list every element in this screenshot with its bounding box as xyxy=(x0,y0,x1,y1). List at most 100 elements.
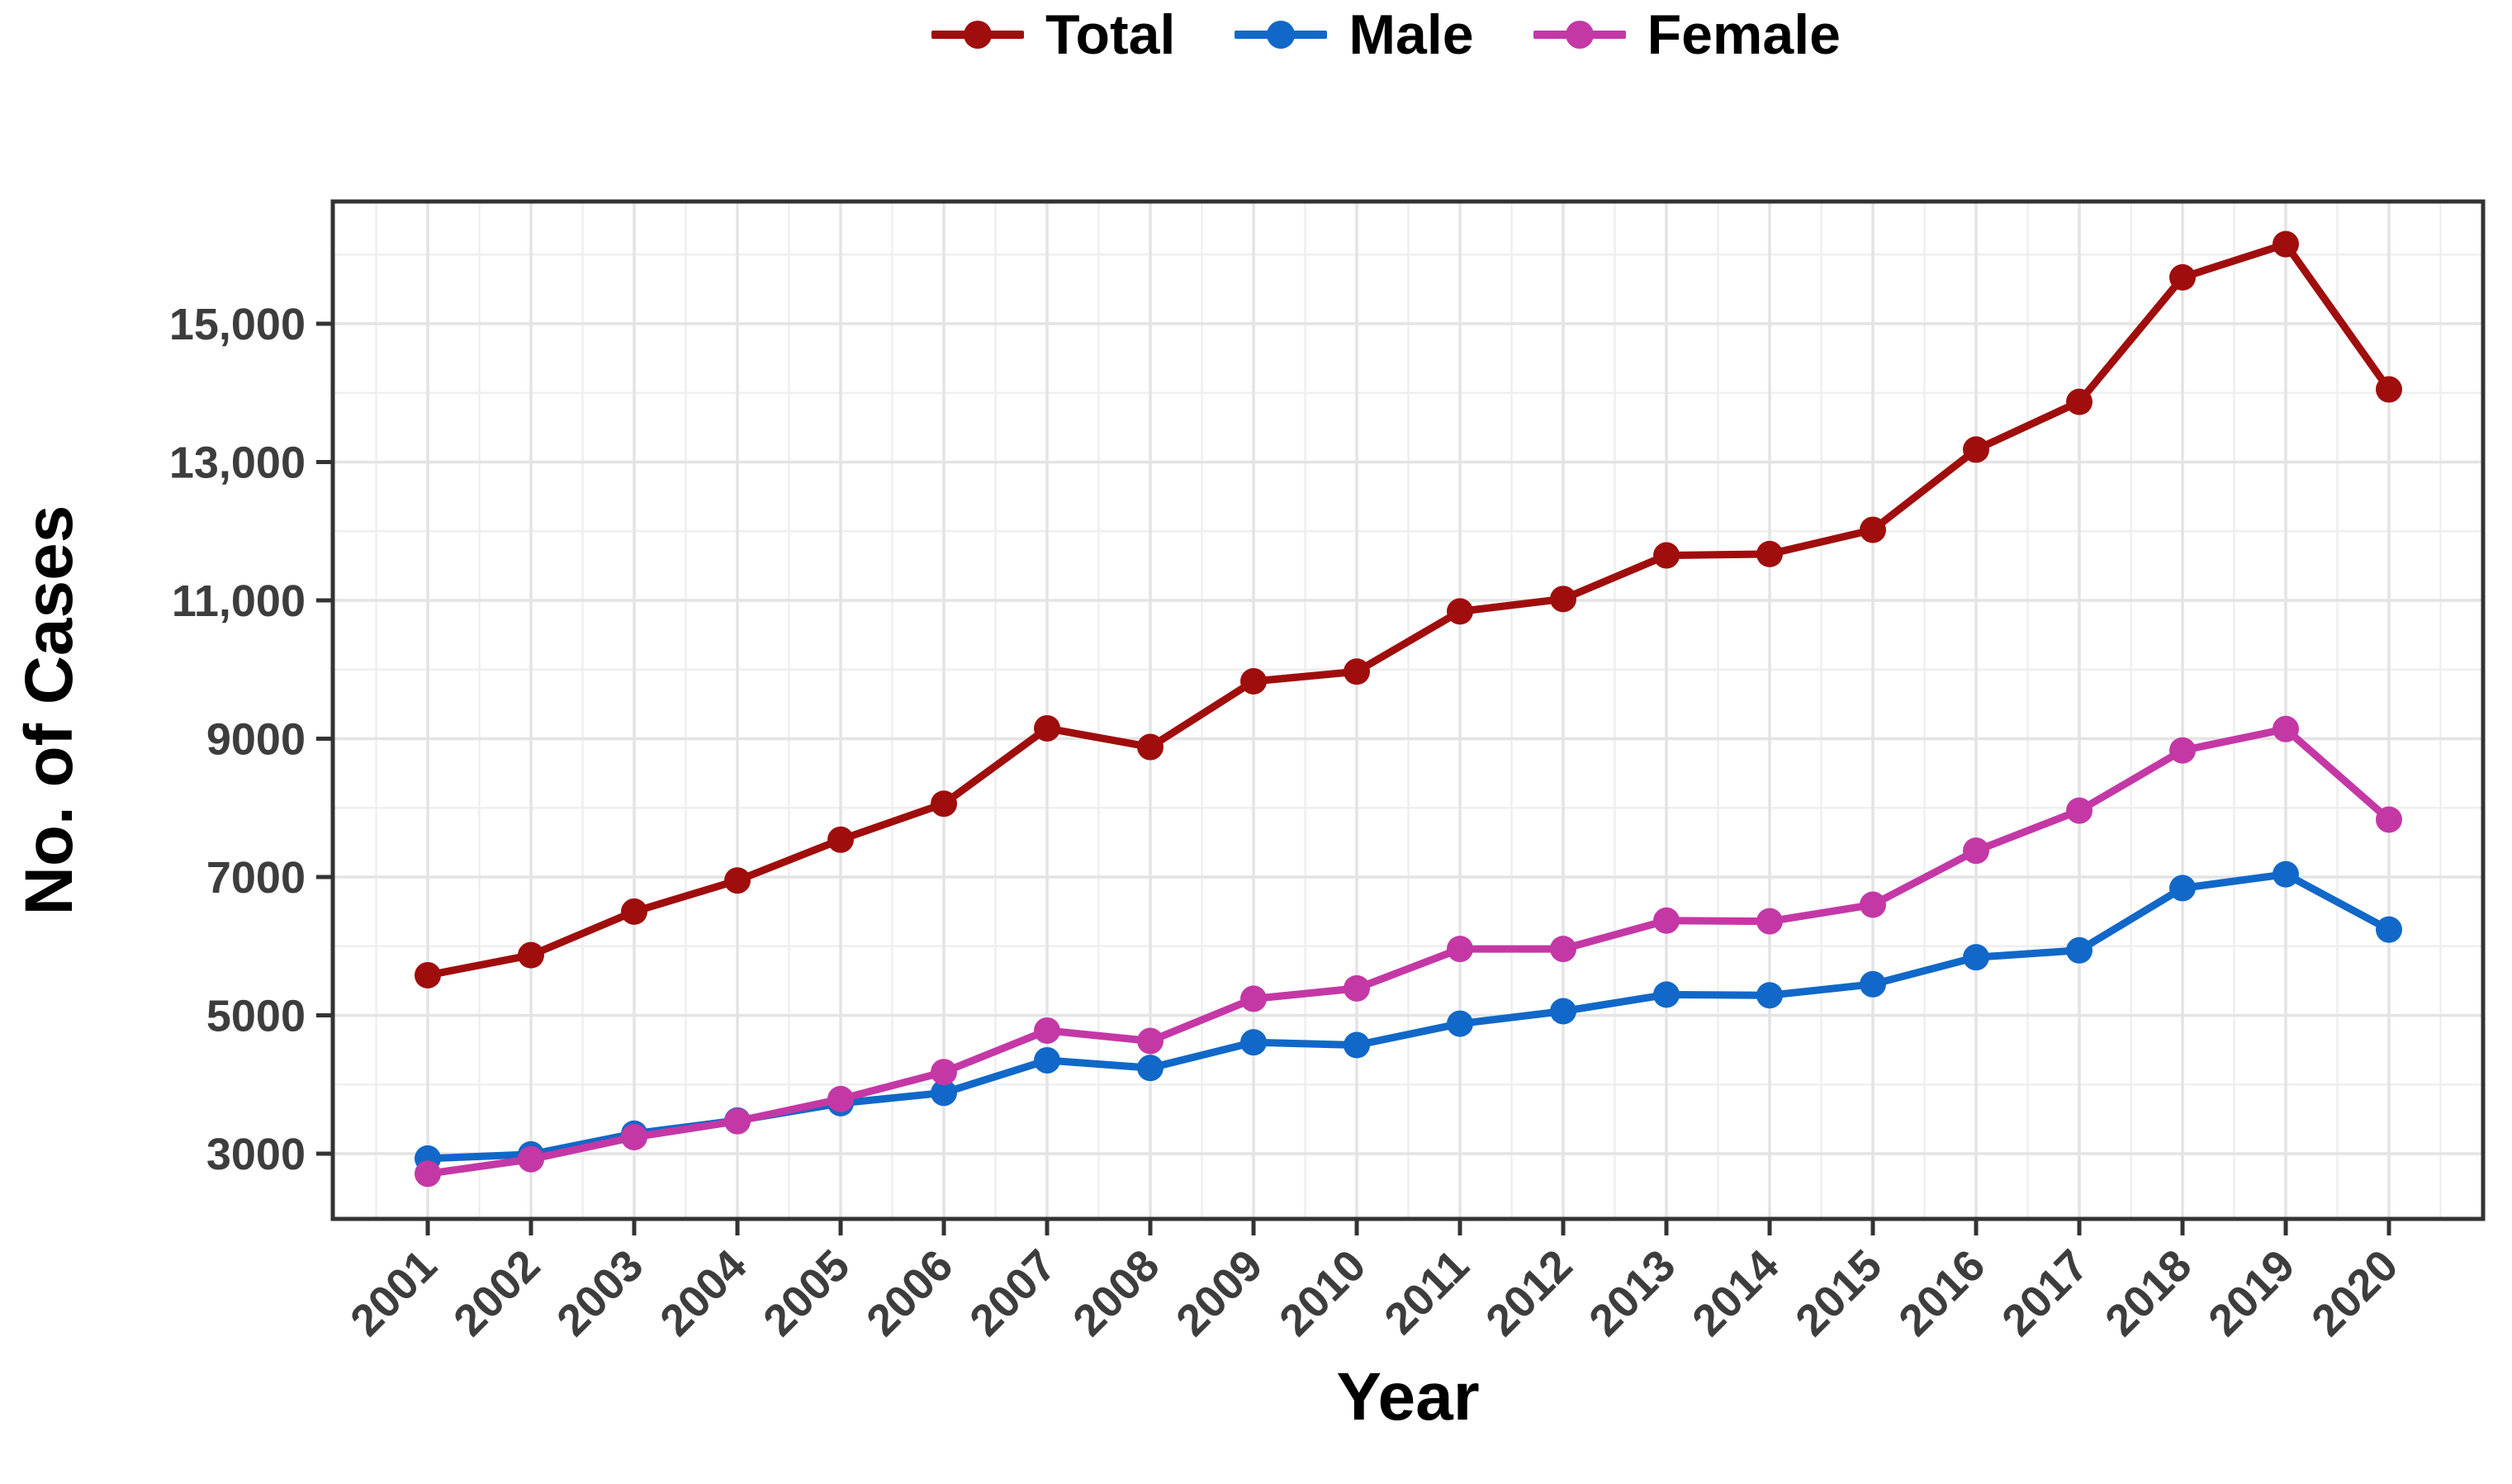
series-female xyxy=(415,715,2402,1188)
series-male-point-2009 xyxy=(1240,1029,1267,1056)
x-tick-label-2014: 2014 xyxy=(1683,1240,1788,1345)
series-total-point-2010 xyxy=(1344,658,1370,685)
series-total-point-2001 xyxy=(415,961,441,989)
x-tick-label-2017: 2017 xyxy=(1993,1240,2097,1345)
series-total-point-2007 xyxy=(1034,714,1060,742)
x-tick-label-2016: 2016 xyxy=(1889,1240,1994,1345)
series-female-point-2003 xyxy=(621,1123,647,1150)
series-female-line xyxy=(424,725,2393,1178)
x-tick-label-2018: 2018 xyxy=(2096,1240,2201,1345)
series-male-point-2013 xyxy=(1653,981,1680,1008)
series-male-point-2015 xyxy=(1860,970,1886,998)
legend: Total Male Female xyxy=(931,5,1841,64)
series-total-point-2006 xyxy=(931,790,957,818)
series-female-point-2013 xyxy=(1653,907,1680,934)
series-total-line xyxy=(424,240,2393,979)
total-series-marker-icon xyxy=(931,5,1024,64)
x-tick-label-2020: 2020 xyxy=(2302,1240,2407,1345)
series-male-point-2006 xyxy=(931,1079,957,1107)
x-tick-label-2006: 2006 xyxy=(857,1240,962,1345)
x-tick-label-2007: 2007 xyxy=(960,1240,1065,1345)
x-tick-label-2015: 2015 xyxy=(1786,1240,1891,1345)
series-female-point-2004 xyxy=(724,1107,751,1135)
x-tick-label-2019: 2019 xyxy=(2199,1240,2304,1345)
series-female-point-2012 xyxy=(1550,936,1576,963)
series-female-point-2002 xyxy=(518,1145,544,1173)
y-tick-label-3000: 3000 xyxy=(206,1130,306,1179)
x-tick-label-2003: 2003 xyxy=(547,1240,652,1345)
series-male-point-2007 xyxy=(1034,1046,1060,1074)
series-total-point-2011 xyxy=(1447,598,1473,625)
series-total-point-2016 xyxy=(1963,436,1989,463)
series-female-point-2006 xyxy=(931,1059,957,1086)
x-tick-label-2001: 2001 xyxy=(341,1240,446,1345)
x-tick-label-2008: 2008 xyxy=(1064,1240,1168,1345)
legend-label-female: Female xyxy=(1647,3,1841,66)
x-tick-label-2009: 2009 xyxy=(1167,1240,1272,1345)
x-tick-label-2004: 2004 xyxy=(651,1240,756,1345)
series-total-point-2013 xyxy=(1653,542,1680,569)
series-total-point-2015 xyxy=(1860,516,1886,543)
x-axis-title: Year xyxy=(1336,1359,1480,1434)
series-male-point-2017 xyxy=(2066,936,2093,964)
legend-dot-male xyxy=(1267,21,1296,49)
x-tick-label-2011: 2011 xyxy=(1375,1240,1478,1344)
legend-dot-total xyxy=(964,21,992,49)
series-total-point-2009 xyxy=(1240,667,1267,695)
series-female-point-2018 xyxy=(2169,737,2196,764)
panel-border xyxy=(330,199,2486,1221)
series-total xyxy=(415,230,2402,989)
series-total-point-2005 xyxy=(827,826,854,853)
series-total-point-2018 xyxy=(2169,263,2196,291)
series-total-point-2014 xyxy=(1756,540,1783,567)
series-female-point-2008 xyxy=(1137,1027,1164,1055)
series-female-point-2020 xyxy=(2376,806,2402,833)
series-female-point-2016 xyxy=(1963,837,1989,865)
series-total-point-2017 xyxy=(2066,388,2093,415)
x-tick-label-2012: 2012 xyxy=(1476,1240,1581,1345)
series-female-point-2007 xyxy=(1034,1017,1060,1044)
series-male-point-2010 xyxy=(1344,1031,1370,1059)
series-male-point-2020 xyxy=(2376,916,2402,943)
series-male-point-2012 xyxy=(1550,998,1576,1025)
series-male-point-2019 xyxy=(2273,861,2299,888)
series-female-point-2014 xyxy=(1756,908,1783,935)
legend-item-female: Female xyxy=(1533,5,1841,64)
series-male-point-2014 xyxy=(1756,982,1783,1009)
series-female-point-2015 xyxy=(1860,891,1886,918)
y-tick-label-15000: 15,000 xyxy=(169,300,306,349)
y-tick-label-5000: 5000 xyxy=(206,992,306,1041)
series-total-point-2002 xyxy=(518,941,544,969)
legend-item-total: Total xyxy=(931,5,1175,64)
legend-item-male: Male xyxy=(1235,5,1474,64)
series-total-point-2008 xyxy=(1137,733,1164,761)
female-series-marker-icon xyxy=(1533,5,1626,64)
series-total-point-2003 xyxy=(621,898,647,925)
series-female-point-2019 xyxy=(2273,715,2299,742)
series-female-point-2005 xyxy=(827,1085,854,1112)
series-total-point-2004 xyxy=(724,867,751,894)
gridlines-major xyxy=(333,202,2483,1219)
series-male-point-2016 xyxy=(1963,944,1989,971)
x-tick-label-2013: 2013 xyxy=(1580,1240,1685,1345)
y-tick-label-7000: 7000 xyxy=(206,853,306,903)
legend-label-total: Total xyxy=(1045,3,1176,66)
y-tick-label-11000: 11,000 xyxy=(172,576,306,626)
series-total-point-2019 xyxy=(2273,230,2299,258)
series-male-point-2011 xyxy=(1447,1010,1473,1037)
y-tick-label-13000: 13,000 xyxy=(169,438,306,487)
series-total-point-2012 xyxy=(1550,586,1576,613)
series-female-point-2017 xyxy=(2066,797,2093,824)
series-female-point-2001 xyxy=(415,1160,441,1188)
series-male-point-2008 xyxy=(1137,1055,1164,1082)
legend-dot-female xyxy=(1565,21,1594,49)
x-tick-label-2002: 2002 xyxy=(444,1240,549,1345)
x-tick-label-2005: 2005 xyxy=(754,1240,859,1345)
series-female-point-2011 xyxy=(1447,936,1473,963)
x-tick-label-2010: 2010 xyxy=(1270,1240,1375,1345)
y-tick-label-9000: 9000 xyxy=(206,715,306,765)
male-series-marker-icon xyxy=(1235,5,1328,64)
series-male-point-2018 xyxy=(2169,875,2196,902)
